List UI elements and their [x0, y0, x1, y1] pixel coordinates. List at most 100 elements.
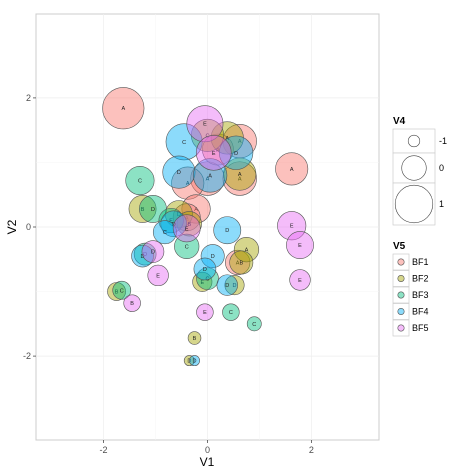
size-legend-label: 1 — [439, 199, 444, 209]
data-point: A — [102, 87, 145, 130]
color-legend-key — [392, 253, 410, 271]
bubble — [112, 280, 132, 300]
point-label: C — [229, 310, 233, 316]
point-label: A — [290, 167, 294, 173]
color-legend-swatch — [397, 291, 405, 299]
point-label: B — [141, 207, 145, 213]
color-legend-key — [392, 270, 410, 287]
point-label: B — [130, 301, 134, 307]
data-point: A — [172, 203, 201, 232]
bubble — [202, 133, 234, 166]
data-point: E — [196, 303, 214, 321]
data-point: A — [202, 133, 234, 166]
size-legend-circle — [401, 155, 427, 181]
data-point: E — [186, 105, 224, 143]
point-label: D — [234, 151, 238, 157]
color-legend-label: BF5 — [412, 323, 429, 333]
data-point: A — [222, 161, 257, 196]
color-legend-title: V5 — [393, 241, 406, 252]
point-label: A — [225, 136, 229, 142]
bubble — [172, 203, 201, 232]
data-point: C — [125, 165, 155, 196]
point-label: E — [200, 280, 204, 286]
data-point: E — [147, 264, 169, 287]
size-legend-item: 0 — [392, 152, 444, 184]
data-point: D — [189, 355, 200, 367]
bubble — [196, 303, 214, 321]
data-point: D — [141, 240, 165, 263]
bubble — [200, 244, 225, 268]
point-label: C — [252, 322, 256, 328]
point-label: E — [290, 224, 294, 230]
point-label: D — [193, 359, 197, 365]
color-legend-label: BF2 — [412, 274, 429, 284]
bubble — [233, 236, 260, 263]
x-tick-label: 0 — [205, 445, 210, 455]
data-point: E — [172, 214, 201, 243]
bubble — [172, 214, 201, 243]
point-label: E — [185, 226, 189, 232]
data-point: B — [107, 282, 126, 301]
x-tick-label: -2 — [100, 445, 108, 455]
bubble — [162, 155, 196, 189]
data-point: A — [210, 121, 244, 155]
point-label: E — [203, 310, 207, 316]
data-point: C — [246, 316, 262, 332]
size-legend-label: -1 — [439, 136, 447, 146]
point-label: D — [225, 283, 229, 289]
point-label: D — [141, 254, 145, 260]
size-legend-key — [392, 152, 436, 184]
point-label: A — [236, 261, 240, 267]
point-label: D — [177, 170, 181, 176]
bubble — [218, 135, 254, 170]
y-tick-label: -2 — [23, 351, 31, 361]
point-label: E — [203, 122, 207, 128]
data-point: A — [223, 157, 257, 191]
point-label: B — [239, 261, 243, 267]
bubble — [223, 157, 257, 191]
color-legend-label: BF3 — [412, 290, 429, 300]
point-label: D — [177, 212, 181, 218]
point-label: E — [212, 151, 216, 157]
bubble — [286, 231, 314, 259]
point-label: E — [298, 243, 302, 249]
color-legend-label: BF1 — [412, 257, 429, 267]
axes: -2 0 2 -2 0 2 — [23, 93, 314, 455]
data-point: D — [213, 216, 242, 245]
grid-lines — [36, 14, 379, 440]
data-point: E — [289, 269, 311, 291]
point-label: C — [163, 230, 167, 236]
point-label: A — [238, 172, 242, 178]
size-legend-key — [392, 182, 436, 226]
size-legend-label: 0 — [439, 163, 444, 173]
bubble — [189, 355, 200, 367]
point-label: A — [206, 177, 210, 183]
bubble — [275, 152, 309, 186]
bubble — [102, 87, 145, 130]
bubble — [141, 240, 165, 263]
bubble — [289, 269, 311, 291]
y-axis-title: V2 — [5, 219, 19, 234]
bubble — [123, 294, 141, 312]
point-label: A — [121, 106, 125, 112]
point-label: C — [182, 140, 186, 146]
point-label: A — [186, 181, 190, 187]
data-point: E — [195, 134, 232, 171]
data-point: D — [224, 275, 245, 296]
point-label: C — [138, 179, 142, 185]
point-label: A — [194, 207, 198, 213]
data-point: A — [233, 236, 260, 263]
point-label: D — [143, 252, 147, 258]
color-legend-item: BF4 — [392, 303, 429, 320]
data-point: B — [187, 331, 202, 345]
color-legend-swatch — [397, 307, 405, 315]
data-point: B — [123, 294, 141, 312]
bubble — [186, 105, 224, 143]
point-label: A — [238, 177, 242, 183]
bubble — [210, 121, 244, 155]
data-point: D — [218, 135, 254, 170]
size-legend-circle — [394, 184, 434, 224]
size-legend-item: -1 — [392, 128, 447, 154]
data-point: B — [229, 250, 254, 275]
